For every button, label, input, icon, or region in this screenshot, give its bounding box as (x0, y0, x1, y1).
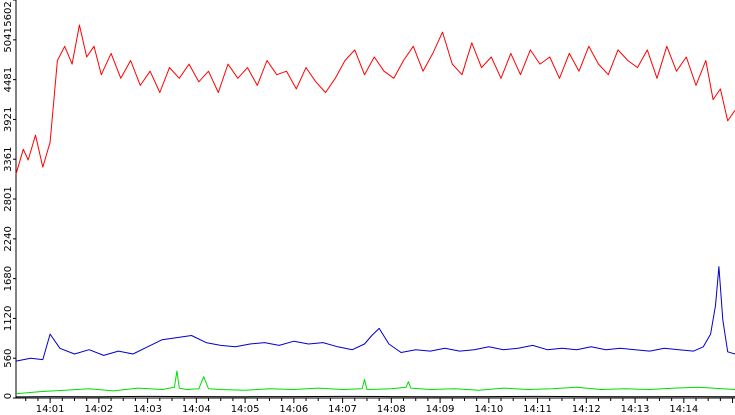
y-tick-label: 3921 (3, 107, 14, 132)
x-tick-label: 14:03 (133, 404, 162, 415)
x-tick-label: 14:02 (84, 404, 113, 415)
x-tick-label: 14:06 (279, 404, 308, 415)
x-tick-label: 14:12 (572, 404, 601, 415)
x-tick-label: 14:10 (474, 404, 503, 415)
series-line-1 (15, 24, 735, 175)
x-tick-label: 14:11 (523, 404, 552, 415)
y-tick-label: 1680 (3, 266, 14, 291)
y-tick-label: 3361 (3, 146, 14, 171)
y-tick-label: 4481 (3, 67, 14, 92)
y-tick-label: 0 (3, 393, 14, 399)
y-tick-label: 2801 (3, 186, 14, 211)
x-tick-label: 14:01 (36, 404, 65, 415)
y-tick-label: 5041 (3, 27, 14, 52)
x-tick-label: 14:08 (377, 404, 406, 415)
y-tick-label: 5602 (3, 1, 14, 26)
x-tick-label: 14:05 (231, 404, 260, 415)
series-line-4 (15, 395, 735, 398)
y-tick-label: 560 (3, 349, 14, 368)
y-tick-label: 1120 (3, 306, 14, 331)
series-line-2 (15, 266, 735, 362)
x-tick-label: 14:07 (328, 404, 357, 415)
x-axis: 14:01 14:02 14:03 14:04 14:05 14:06 14:07 14:08… (25, 398, 734, 415)
x-tick-label: 14:14 (669, 404, 698, 415)
series-layer (15, 24, 735, 398)
x-tick-label: 14:04 (182, 404, 211, 415)
y-tick-label: 2240 (3, 226, 14, 251)
series-line-3 (15, 370, 735, 395)
x-tick-label: 14:09 (426, 404, 455, 415)
x-tick-label: 14:13 (621, 404, 650, 415)
